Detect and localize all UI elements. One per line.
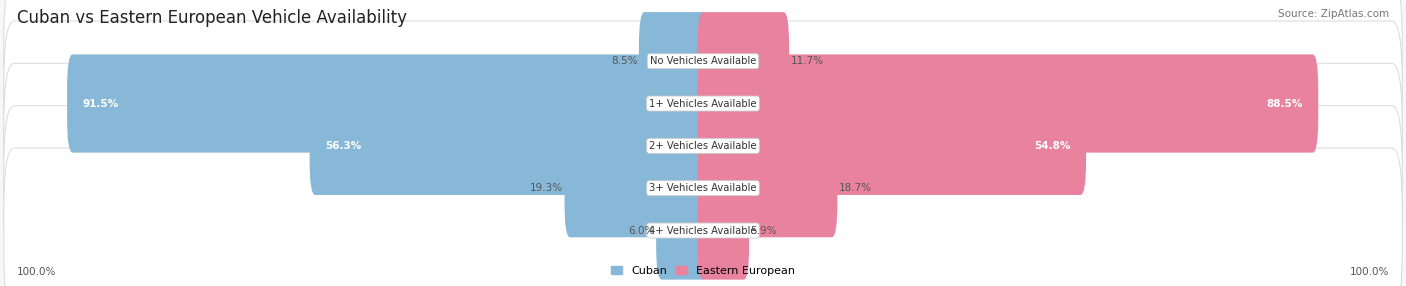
Text: No Vehicles Available: No Vehicles Available	[650, 56, 756, 66]
Text: 100.0%: 100.0%	[17, 267, 56, 277]
Text: 18.7%: 18.7%	[839, 183, 872, 193]
FancyBboxPatch shape	[638, 12, 709, 110]
Text: 4+ Vehicles Available: 4+ Vehicles Available	[650, 226, 756, 235]
FancyBboxPatch shape	[67, 54, 709, 153]
FancyBboxPatch shape	[4, 63, 1402, 229]
FancyBboxPatch shape	[697, 54, 1319, 153]
Text: 11.7%: 11.7%	[790, 56, 824, 66]
Text: 100.0%: 100.0%	[1350, 267, 1389, 277]
Text: Source: ZipAtlas.com: Source: ZipAtlas.com	[1278, 9, 1389, 19]
Text: Cuban vs Eastern European Vehicle Availability: Cuban vs Eastern European Vehicle Availa…	[17, 9, 406, 27]
Text: 88.5%: 88.5%	[1267, 99, 1302, 108]
FancyBboxPatch shape	[697, 181, 749, 280]
FancyBboxPatch shape	[4, 106, 1402, 271]
Text: 3+ Vehicles Available: 3+ Vehicles Available	[650, 183, 756, 193]
Text: 5.9%: 5.9%	[751, 226, 778, 235]
FancyBboxPatch shape	[309, 97, 709, 195]
FancyBboxPatch shape	[4, 0, 1402, 144]
Text: 1+ Vehicles Available: 1+ Vehicles Available	[650, 99, 756, 108]
FancyBboxPatch shape	[4, 21, 1402, 186]
Text: 19.3%: 19.3%	[530, 183, 564, 193]
Text: 8.5%: 8.5%	[612, 56, 637, 66]
FancyBboxPatch shape	[565, 139, 709, 237]
Legend: Cuban, Eastern European: Cuban, Eastern European	[606, 261, 800, 281]
FancyBboxPatch shape	[4, 148, 1402, 286]
Text: 91.5%: 91.5%	[83, 99, 120, 108]
FancyBboxPatch shape	[697, 139, 838, 237]
Text: 54.8%: 54.8%	[1033, 141, 1070, 151]
Text: 56.3%: 56.3%	[325, 141, 361, 151]
FancyBboxPatch shape	[657, 181, 709, 280]
FancyBboxPatch shape	[697, 97, 1085, 195]
FancyBboxPatch shape	[697, 12, 789, 110]
Text: 6.0%: 6.0%	[628, 226, 655, 235]
Text: 2+ Vehicles Available: 2+ Vehicles Available	[650, 141, 756, 151]
